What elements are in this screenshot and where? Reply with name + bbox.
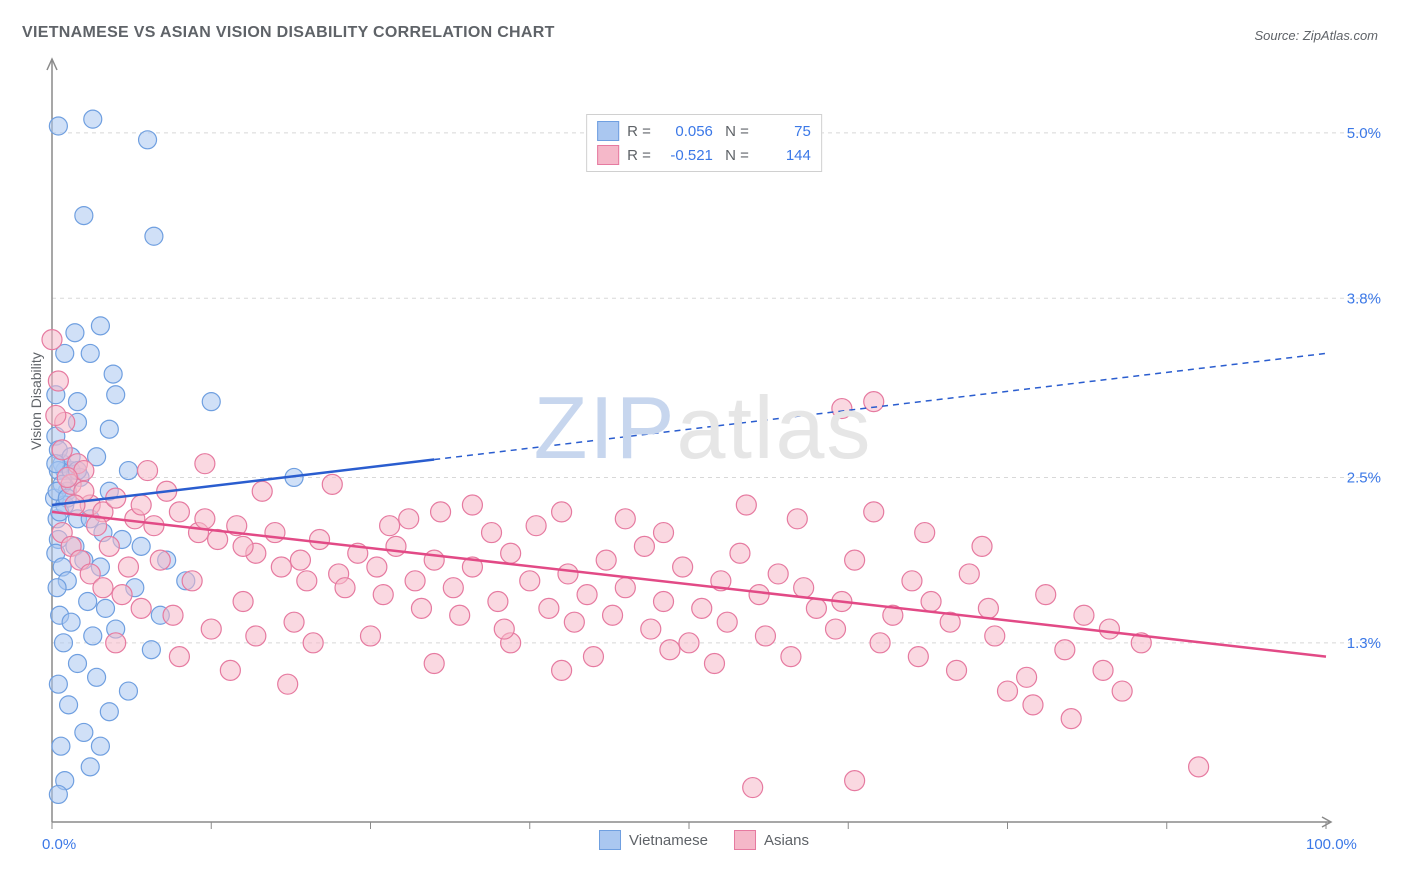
legend-row-vietnamese: R = 0.056 N = 75 (597, 119, 811, 143)
svg-text:5.0%: 5.0% (1347, 125, 1381, 142)
x-axis-max-label: 100.0% (1306, 836, 1357, 853)
chart-container: Vision Disability 1.3% 2.5% 3.8% 5.0% R = 0… (22, 54, 1386, 862)
legend-n-value-asians: 144 (757, 147, 811, 164)
y-axis-label: Vision Disability (28, 352, 44, 450)
svg-text:3.8%: 3.8% (1347, 290, 1381, 307)
legend-swatch-asians (597, 145, 619, 165)
legend-item-vietnamese: Vietnamese (599, 830, 708, 850)
legend-label-vietnamese: Vietnamese (629, 832, 708, 849)
scatter-chart: 1.3% 2.5% 3.8% 5.0% (22, 54, 1386, 862)
legend-r-value-asians: -0.521 (659, 147, 713, 164)
legend-item-asians: Asians (734, 830, 809, 850)
svg-text:1.3%: 1.3% (1347, 635, 1381, 652)
legend-r-label: R = (627, 147, 651, 164)
legend-swatch-vietnamese-bottom (599, 830, 621, 850)
correlation-legend: R = 0.056 N = 75 R = -0.521 N = 144 (586, 114, 822, 172)
legend-label-asians: Asians (764, 832, 809, 849)
legend-r-label: R = (627, 123, 651, 140)
legend-swatch-vietnamese (597, 121, 619, 141)
series-legend: Vietnamese Asians (599, 830, 809, 850)
chart-title: VIETNAMESE VS ASIAN VISION DISABILITY CO… (22, 24, 555, 42)
legend-n-label: N = (721, 123, 749, 140)
svg-text:2.5%: 2.5% (1347, 469, 1381, 486)
source-label: Source: ZipAtlas.com (1254, 28, 1378, 43)
legend-r-value-vietnamese: 0.056 (659, 123, 713, 140)
x-axis-min-label: 0.0% (42, 836, 76, 853)
legend-n-label: N = (721, 147, 749, 164)
legend-n-value-vietnamese: 75 (757, 123, 811, 140)
legend-row-asians: R = -0.521 N = 144 (597, 143, 811, 167)
legend-swatch-asians-bottom (734, 830, 756, 850)
